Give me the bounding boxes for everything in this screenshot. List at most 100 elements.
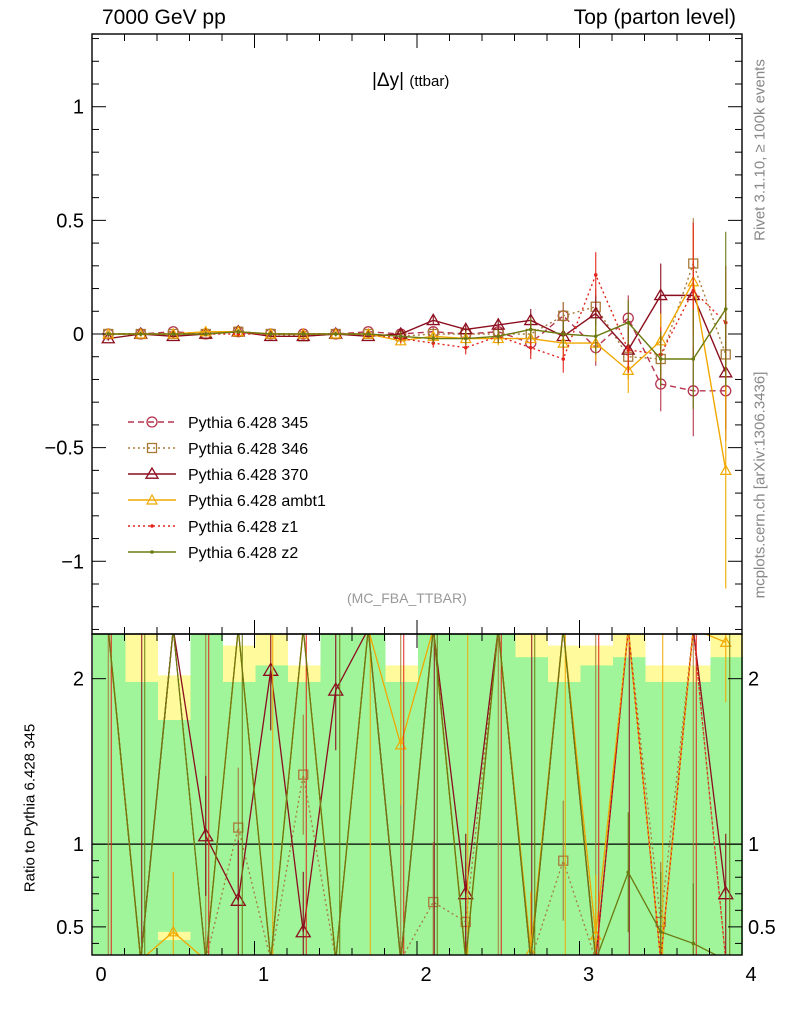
green-band [190,634,223,955]
ratio-y-tick-label-right: 0.5 [748,917,776,939]
green-band [385,681,418,955]
data-point [426,313,441,326]
green-band [223,681,256,955]
x-tick-label: 3 [583,964,594,986]
data-point [528,327,533,332]
ratio-y-tick-label: 0.5 [56,917,84,939]
legend-label: Pythia 6.428 z2 [188,545,298,562]
data-point [622,364,635,375]
series-1 [103,218,731,405]
series-2 [101,261,733,430]
data-point [626,320,631,325]
legend-label: Pythia 6.428 346 [188,441,308,458]
green-band [580,665,613,955]
data-point [491,317,506,330]
data-point [561,332,566,336]
data-point [691,941,696,946]
x-tick-label: 2 [420,964,431,986]
green-band [645,681,678,955]
green-band [255,665,288,955]
data-point [167,925,180,937]
legend-label: Pythia 6.428 z1 [188,519,298,536]
ratio-bands [93,634,743,955]
data-point [457,885,474,900]
ratio-ylabel: Ratio to Pythia 6.428 345 [21,723,39,893]
mcplots-label: mcplots.cern.ch [arXiv:1306.3436] [751,371,769,599]
data-point [171,332,176,336]
ratio-line [108,634,718,955]
y-tick-label: 0 [73,324,84,346]
green-band [483,634,516,955]
data-point [496,334,501,339]
green-band [353,634,386,955]
data-point [561,357,566,361]
green-band [158,940,191,955]
ticks: −1 −0.5 0 0.5 1 0.5 0.5 1 1 2 2 0 1 2 3 4 [45,34,776,986]
series-5 [106,231,728,409]
data-point [431,336,436,341]
x-tick-label: 4 [745,964,756,986]
green-band [320,634,353,955]
green-band [548,681,581,955]
data-point [144,466,160,479]
y-tick-label: −0.5 [45,438,84,460]
data-point [301,332,306,336]
legend-label: Pythia 6.428 345 [188,415,308,432]
data-point [106,332,111,336]
y-tick-label: 1 [73,97,84,119]
plot-title-sub: (ttbar) [409,73,450,90]
green-band [158,720,191,955]
ratio-y-tick-label-right: 2 [748,669,759,691]
data-point [298,769,309,780]
legend-label: Pythia 6.428 370 [188,467,308,484]
ratio-line [108,634,726,955]
data-point [463,345,468,350]
plot-title-main: |Δy| [372,70,405,91]
series-4 [106,222,728,382]
ratio-series [107,634,734,955]
data-point [653,288,668,301]
rivet-label: Rivet 3.1.10, ≥ 100k events [751,59,769,241]
ratio-series-3 [108,634,726,955]
ratio-y-tick-label: 1 [73,834,84,856]
green-band [93,634,126,955]
data-point [262,662,279,676]
data-point [723,307,728,311]
data-point [203,332,208,336]
ratio-y-tick-label-right: 1 [748,834,759,856]
main-series [101,218,733,589]
ratio-series-4 [108,634,731,955]
x-tick-label: 1 [258,964,269,986]
data-point [398,334,403,339]
data-point [719,636,732,647]
data-point [146,442,158,454]
data-point [268,332,273,336]
data-point [593,334,598,339]
data-point [528,345,533,350]
analysis-tag: (MC_FBA_TTBAR) [347,590,467,606]
x-tick-label: 0 [95,964,106,986]
data-point [366,332,371,336]
data-point [719,464,732,475]
data-point [658,930,663,934]
data-point [558,310,569,321]
data-point [588,306,603,319]
data-point [150,524,154,528]
series-line [108,261,727,360]
data-point [626,348,631,352]
y-tick-label: −1 [61,551,84,573]
series-line [108,308,727,360]
series-line [108,273,727,360]
data-point [146,416,158,428]
ratio-line [108,634,726,955]
green-band [710,657,743,955]
header-right: Top (parton level) [573,6,736,29]
header-left: 7000 GeV pp [102,6,226,29]
legend-label: Pythia 6.428 ambt1 [188,493,326,510]
data-point [525,945,537,955]
series-line [108,279,727,471]
ratio-y-tick-label: 2 [73,669,84,691]
data-point [138,332,143,336]
data-point [333,332,338,336]
